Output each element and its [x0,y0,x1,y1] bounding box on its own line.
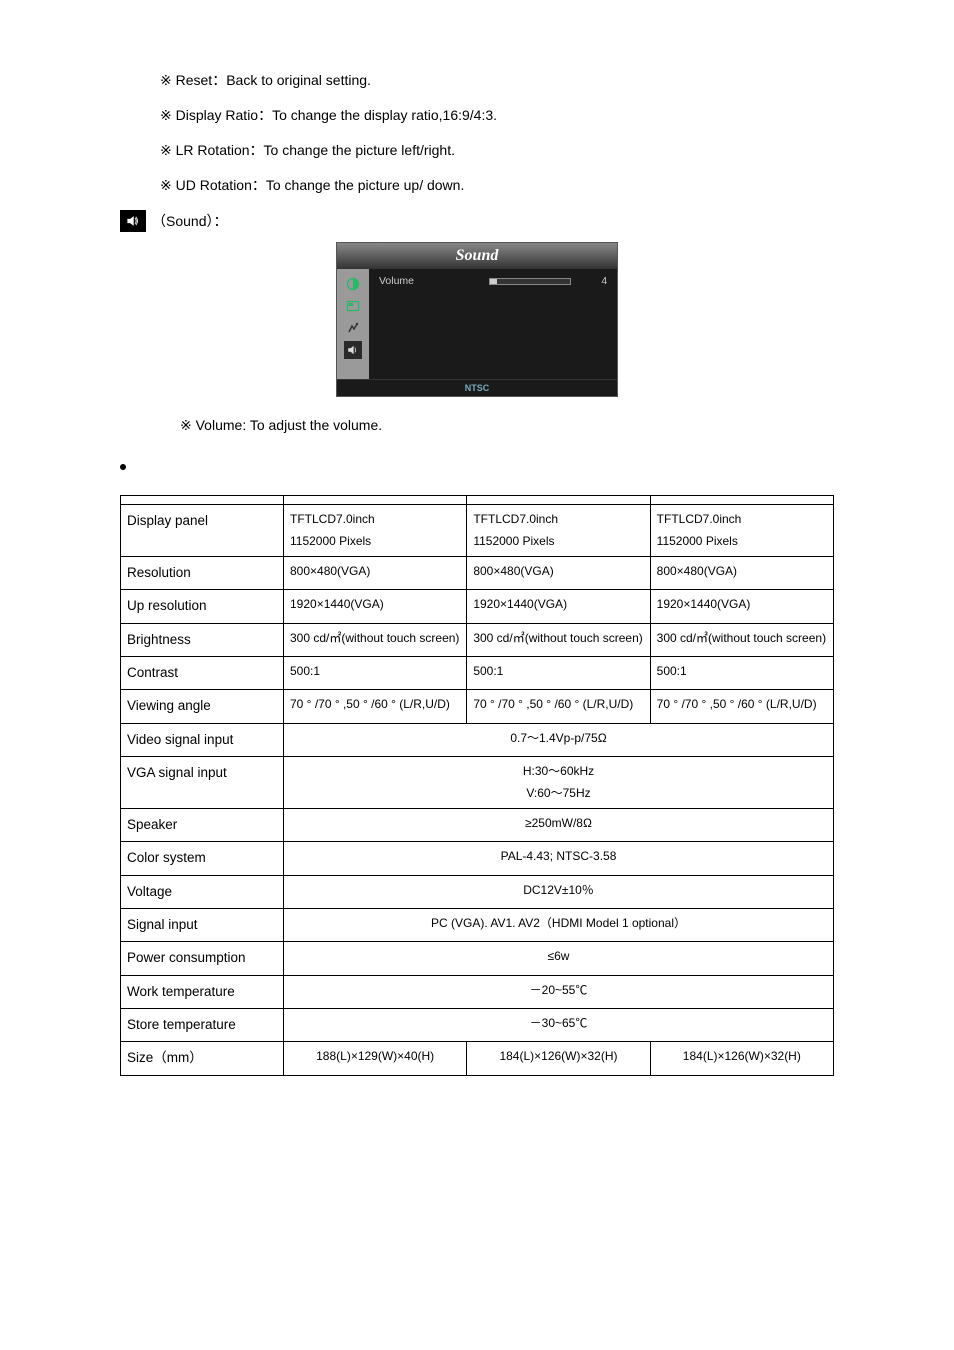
osd-tab-picture-icon [344,297,362,315]
bullet-reset: ※ Reset：Back to original setting. [160,70,834,91]
spec-value: 184(L)×126(W)×32(H) [467,1042,650,1075]
speaker-icon-svg [126,214,140,228]
spec-label [121,496,284,505]
spec-value: ≤6w [284,942,834,975]
table-row: Up resolution1920×1440(VGA)1920×1440(VGA… [121,590,834,623]
spec-value: 300 cd/㎡(without touch screen) [650,623,833,656]
spec-label: Size（mm） [121,1042,284,1075]
bullet-lr-rotation: ※ LR Rotation：To change the picture left… [160,140,834,161]
table-row: Work temperature－20~55℃ [121,975,834,1008]
spec-value: 1920×1440(VGA) [284,590,467,623]
table-row: Size（mm）188(L)×129(W)×40(H)184(L)×126(W)… [121,1042,834,1075]
spec-label: Brightness [121,623,284,656]
spec-value: 800×480(VGA) [467,557,650,590]
osd-tab-sound-icon [344,341,362,359]
spec-label: VGA signal input [121,756,284,808]
spec-value: 1920×1440(VGA) [467,590,650,623]
osd-sidebar [337,269,369,379]
spec-value: 188(L)×129(W)×40(H) [284,1042,467,1075]
table-row: Contrast500:1500:1500:1 [121,657,834,690]
spec-value: 800×480(VGA) [284,557,467,590]
spec-label: Voltage [121,875,284,908]
spec-value: 300 cd/㎡(without touch screen) [467,623,650,656]
spec-value: 70 ° /70 ° ,50 ° /60 ° (L/R,U/D) [284,690,467,723]
table-row: Video signal input0.7～1.4Vp-p/75Ω [121,723,834,756]
spec-table: Display panelTFTLCD7.0inch1152000 Pixels… [120,495,834,1076]
spec-value: －30~65℃ [284,1008,834,1041]
table-row: Color systemPAL-4.43; NTSC-3.58 [121,842,834,875]
table-row: VGA signal inputH:30～60kHzV:60～75Hz [121,756,834,808]
table-row: Store temperature－30~65℃ [121,1008,834,1041]
spec-value: 800×480(VGA) [650,557,833,590]
spec-value: H:30～60kHzV:60～75Hz [284,756,834,808]
spec-value: 1920×1440(VGA) [650,590,833,623]
spec-label: Speaker [121,809,284,842]
spec-value: PAL-4.43; NTSC-3.58 [284,842,834,875]
spec-label: Resolution [121,557,284,590]
spec-value [467,496,650,505]
spec-value: ≥250mW/8Ω [284,809,834,842]
speaker-icon [120,210,146,232]
spec-value: 300 cd/㎡(without touch screen) [284,623,467,656]
osd-volume-label: Volume [379,275,414,287]
spec-label: Power consumption [121,942,284,975]
spec-label: Up resolution [121,590,284,623]
spec-label: Video signal input [121,723,284,756]
osd-footer: NTSC [337,379,617,396]
spec-value: 500:1 [467,657,650,690]
table-row: Viewing angle70 ° /70 ° ,50 ° /60 ° (L/R… [121,690,834,723]
osd-main: Volume 4 [369,269,617,379]
table-row: Resolution800×480(VGA)800×480(VGA)800×48… [121,557,834,590]
spec-value [650,496,833,505]
table-row: Speaker≥250mW/8Ω [121,809,834,842]
spec-value: 70 ° /70 ° ,50 ° /60 ° (L/R,U/D) [467,690,650,723]
spec-value: DC12V±10％ [284,875,834,908]
osd-volume-row: Volume 4 [379,275,607,287]
spec-value: 500:1 [650,657,833,690]
osd-volume-value: 4 [601,276,607,287]
osd-volume-bar [489,278,571,285]
sound-heading: （Sound）： [120,210,834,232]
bullet-ud-rotation: ※ UD Rotation：To change the picture up/ … [160,175,834,196]
osd-tab-contrast-icon [344,275,362,293]
spec-label: Color system [121,842,284,875]
osd-tab-settings-icon [344,319,362,337]
spec-label: Work temperature [121,975,284,1008]
osd-title: Sound [337,243,617,269]
table-row: Power consumption≤6w [121,942,834,975]
spec-value: 70 ° /70 ° ,50 ° /60 ° (L/R,U/D) [650,690,833,723]
spec-value: TFTLCD7.0inch1152000 Pixels [467,505,650,557]
table-row: Display panelTFTLCD7.0inch1152000 Pixels… [121,505,834,557]
table-row: Brightness300 cd/㎡(without touch screen)… [121,623,834,656]
spec-label: Signal input [121,909,284,942]
spec-value: －20~55℃ [284,975,834,1008]
table-row: Signal inputPC (VGA). AV1. AV2（HDMI Mode… [121,909,834,942]
spec-label: Contrast [121,657,284,690]
spec-label: Store temperature [121,1008,284,1041]
bullet-volume: ※ Volume: To adjust the volume. [180,417,834,434]
spec-value: 184(L)×126(W)×32(H) [650,1042,833,1075]
spec-label: Display panel [121,505,284,557]
osd-body: Volume 4 [337,269,617,379]
spec-value: TFTLCD7.0inch1152000 Pixels [650,505,833,557]
spec-value: 0.7～1.4Vp-p/75Ω [284,723,834,756]
bullet-display-ratio: ※ Display Ratio：To change the display ra… [160,105,834,126]
table-row [121,496,834,505]
section-bullet [120,464,126,470]
table-row: VoltageDC12V±10％ [121,875,834,908]
spec-value: PC (VGA). AV1. AV2（HDMI Model 1 optional… [284,909,834,942]
sound-heading-label: （Sound）： [152,211,227,231]
spec-label: Viewing angle [121,690,284,723]
spec-value: TFTLCD7.0inch1152000 Pixels [284,505,467,557]
spec-value: 500:1 [284,657,467,690]
spec-value [284,496,467,505]
osd-panel: Sound Volume 4 NTSC [336,242,618,397]
